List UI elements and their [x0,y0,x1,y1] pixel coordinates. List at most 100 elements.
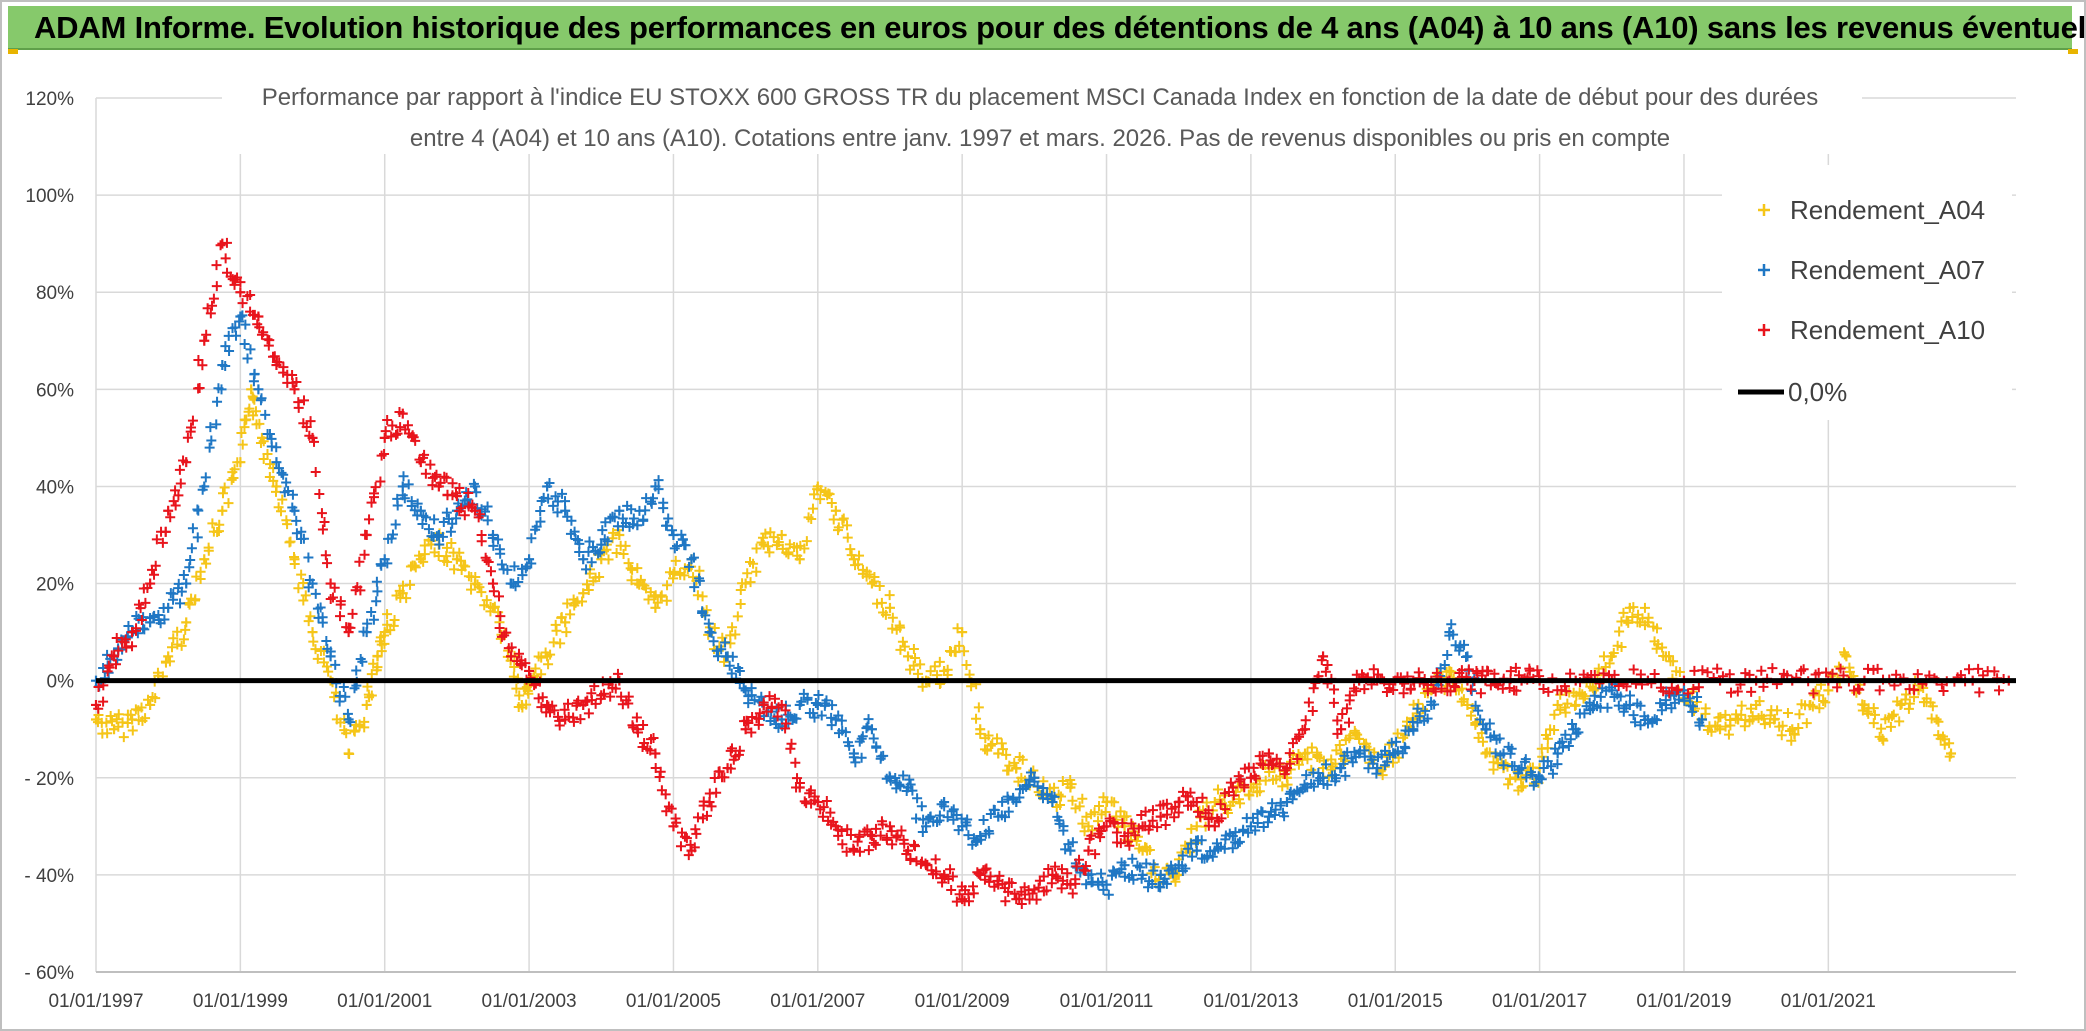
point-fill-Rendement_A10 [1051,871,1062,882]
point-fill-Rendement_A07 [706,627,717,638]
point-fill-Rendement_A07 [317,617,328,628]
point-fill-Rendement_A07 [1279,811,1290,822]
point-fill-Rendement_A10 [506,642,517,653]
point-fill-Rendement_A04 [1715,712,1726,723]
point-fill-Rendement_A10 [862,824,873,835]
point-fill-Rendement_A10 [984,876,995,887]
point-fill-Rendement_A10 [301,421,312,432]
point-fill-Rendement_A04 [190,594,201,605]
point-fill-Rendement_A10 [325,594,336,605]
point-fill-Rendement_A10 [1095,832,1106,843]
point-Rendement_A10 [848,845,859,856]
point-Rendement_A04 [307,627,318,638]
point-fill-Rendement_A07 [493,534,504,545]
point-fill-Rendement_A10 [140,597,151,608]
point-fill-Rendement_A10 [419,449,430,460]
point-Rendement_A07 [1516,763,1527,774]
point-fill-Rendement_A10 [610,683,621,694]
point-fill-Rendement_A04 [300,590,311,601]
point-fill-Rendement_A10 [1174,796,1185,807]
legend-marker [1758,204,1770,216]
legend: Rendement_A04 Rendement_A07 Rendement_A10 0… [1722,165,2012,420]
point-fill-Rendement_A07 [371,576,382,587]
point-fill-Rendement_A10 [1874,685,1885,696]
point-fill-Rendement_A10 [1173,807,1184,818]
point-fill-Rendement_A04 [1518,781,1529,792]
point-fill-Rendement_A10 [1294,731,1305,742]
point-fill-Rendement_A07 [904,774,915,785]
point-fill-Rendement_A10 [865,829,876,840]
point-fill-Rendement_A04 [895,622,906,633]
point-fill-Rendement_A04 [362,681,373,692]
point-fill-Rendement_A07 [1250,825,1261,836]
point-fill-Rendement_A04 [635,574,646,585]
point-fill-Rendement_A07 [303,552,314,563]
point-fill-Rendement_A10 [881,832,892,843]
point-fill-Rendement_A04 [1720,709,1731,720]
point-fill-Rendement_A10 [1303,697,1314,708]
point-fill-Rendement_A04 [195,574,206,585]
point-fill-Rendement_A10 [1974,687,1985,698]
point-fill-Rendement_A04 [476,587,487,598]
legend-label: Rendement_A04 [1790,195,1985,225]
point-fill-Rendement_A07 [1615,691,1626,702]
point-fill-Rendement_A07 [1032,781,1043,792]
point-fill-Rendement_A10 [170,500,181,511]
point-fill-Rendement_A10 [1215,799,1226,810]
point-fill-Rendement_A04 [670,555,681,566]
point-fill-Rendement_A04 [727,622,738,633]
point-fill-Rendement_A07 [1187,851,1198,862]
point-Rendement_A04 [1588,685,1599,696]
point-fill-Rendement_A04 [562,598,573,609]
point-Rendement_A04 [163,651,174,662]
point-fill-Rendement_A07 [1473,705,1484,716]
point-fill-Rendement_A07 [1399,741,1410,752]
point-fill-Rendement_A07 [1159,873,1170,884]
point-fill-Rendement_A04 [762,541,773,552]
point-fill-Rendement_A10 [554,720,565,731]
point-fill-Rendement_A10 [245,290,256,301]
point-fill-Rendement_A10 [746,727,757,738]
point-fill-Rendement_A04 [869,576,880,587]
point-fill-Rendement_A04 [760,528,771,539]
point-fill-Rendement_A07 [1484,718,1495,729]
point-fill-Rendement_A07 [447,518,458,529]
point-fill-Rendement_A04 [1888,709,1899,720]
point-fill-Rendement_A10 [1308,683,1319,694]
point-fill-Rendement_A04 [815,494,826,505]
point-fill-Rendement_A10 [175,478,186,489]
point-fill-Rendement_A07 [813,689,824,700]
point-fill-Rendement_A04 [979,744,990,755]
point-fill-Rendement_A07 [1234,836,1245,847]
point-fill-Rendement_A04 [987,738,998,749]
point-fill-Rendement_A10 [1688,684,1699,695]
point-fill-Rendement_A10 [1038,871,1049,882]
point-fill-Rendement_A10 [1475,688,1486,699]
point-Rendement_A10 [109,651,120,662]
point-Rendement_A07 [289,505,300,516]
point-fill-Rendement_A10 [110,659,121,670]
point-Rendement_A10 [1336,724,1347,735]
point-fill-Rendement_A04 [136,702,147,713]
point-fill-Rendement_A04 [372,651,383,662]
point-fill-Rendement_A07 [281,477,292,488]
point-fill-Rendement_A10 [186,422,197,433]
point-fill-Rendement_A04 [1562,698,1573,709]
point-fill-Rendement_A04 [262,449,273,460]
point-fill-Rendement_A04 [996,738,1007,749]
point-fill-Rendement_A04 [799,543,810,554]
point-Rendement_A07 [163,602,174,613]
point-fill-Rendement_A10 [483,556,494,567]
point-fill-Rendement_A07 [1126,870,1137,881]
point-fill-Rendement_A07 [1630,717,1641,728]
point-fill-Rendement_A04 [545,649,556,660]
point-fill-Rendement_A10 [549,705,560,716]
point-fill-Rendement_A07 [850,757,861,768]
point-fill-Rendement_A04 [550,619,561,630]
point-Rendement_A07 [271,457,282,468]
point-fill-Rendement_A07 [276,467,287,478]
point-fill-Rendement_A10 [193,354,204,365]
point-fill-Rendement_A04 [934,656,945,667]
point-fill-Rendement_A04 [289,558,300,569]
point-fill-Rendement_A04 [973,702,984,713]
